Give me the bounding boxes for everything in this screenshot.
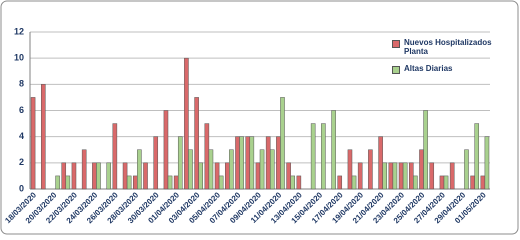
bar xyxy=(286,162,291,190)
y-tick-label: 12 xyxy=(14,26,24,36)
legend-item: Altas Diarias xyxy=(392,64,502,74)
legend-swatch xyxy=(392,66,400,74)
bar xyxy=(188,149,193,190)
legend: Nuevos Hospitalizados Planta Altas Diaria… xyxy=(392,38,502,82)
y-tick-label: 0 xyxy=(19,183,24,193)
bar xyxy=(368,149,373,190)
legend-label: Altas Diarias xyxy=(404,64,453,73)
bar xyxy=(443,175,449,190)
bar xyxy=(208,149,214,190)
bar xyxy=(357,162,363,190)
bar xyxy=(153,136,159,190)
bar xyxy=(229,149,234,190)
legend-item: Nuevos Hospitalizados Planta xyxy=(392,38,502,56)
bar xyxy=(429,162,435,190)
bar xyxy=(96,162,101,190)
bar xyxy=(249,136,255,190)
bar xyxy=(276,136,281,190)
bar xyxy=(167,175,173,190)
bar xyxy=(112,123,118,190)
y-tick-label: 4 xyxy=(19,131,24,141)
bar xyxy=(177,136,183,190)
bar xyxy=(30,97,36,190)
bar xyxy=(163,110,169,190)
bar xyxy=(204,123,210,190)
bar xyxy=(408,162,414,190)
bar xyxy=(413,175,418,190)
bar xyxy=(55,175,60,190)
bar xyxy=(269,149,275,190)
legend-swatch xyxy=(392,40,400,48)
bar xyxy=(132,175,138,190)
bar xyxy=(122,162,128,190)
bar xyxy=(224,162,230,190)
bar xyxy=(259,149,265,190)
bar xyxy=(280,97,285,190)
bar xyxy=(310,123,316,190)
bar xyxy=(392,162,398,190)
bar xyxy=(388,162,394,190)
bar xyxy=(71,162,77,190)
bar xyxy=(480,175,486,190)
bar xyxy=(255,162,261,190)
bar xyxy=(143,162,148,190)
bar xyxy=(184,57,189,190)
bar xyxy=(239,136,244,190)
bar xyxy=(194,97,199,190)
bar xyxy=(351,175,357,190)
bar xyxy=(40,84,46,190)
bar xyxy=(347,149,353,190)
bar xyxy=(290,175,296,190)
bar xyxy=(382,162,388,190)
legend-label: Nuevos Hospitalizados Planta xyxy=(404,38,492,56)
bar xyxy=(198,162,204,190)
y-tick-label: 10 xyxy=(14,53,24,63)
bar xyxy=(218,175,224,190)
y-tick-label: 2 xyxy=(19,157,24,167)
bar xyxy=(214,162,220,190)
bar xyxy=(402,162,408,190)
bar xyxy=(245,136,251,190)
bar xyxy=(81,149,87,190)
bar xyxy=(470,175,475,190)
bar xyxy=(65,175,71,190)
bar xyxy=(235,136,240,190)
bar xyxy=(331,110,336,190)
bar xyxy=(439,175,445,190)
bar xyxy=(423,110,428,190)
bar xyxy=(137,149,142,190)
bar xyxy=(296,175,302,190)
bar xyxy=(474,123,480,190)
bar xyxy=(265,136,271,190)
bar xyxy=(337,175,343,190)
bar xyxy=(419,149,424,190)
bar xyxy=(61,162,67,190)
y-tick-label: 6 xyxy=(19,105,24,115)
bar xyxy=(173,175,179,190)
y-tick-label: 8 xyxy=(19,79,24,89)
bar xyxy=(92,162,97,190)
bar xyxy=(106,162,112,190)
bar xyxy=(321,123,326,190)
bar xyxy=(398,162,404,190)
bar xyxy=(449,162,455,190)
bar xyxy=(464,149,469,190)
bar xyxy=(126,175,132,190)
bar xyxy=(484,136,490,190)
bar xyxy=(378,136,383,190)
